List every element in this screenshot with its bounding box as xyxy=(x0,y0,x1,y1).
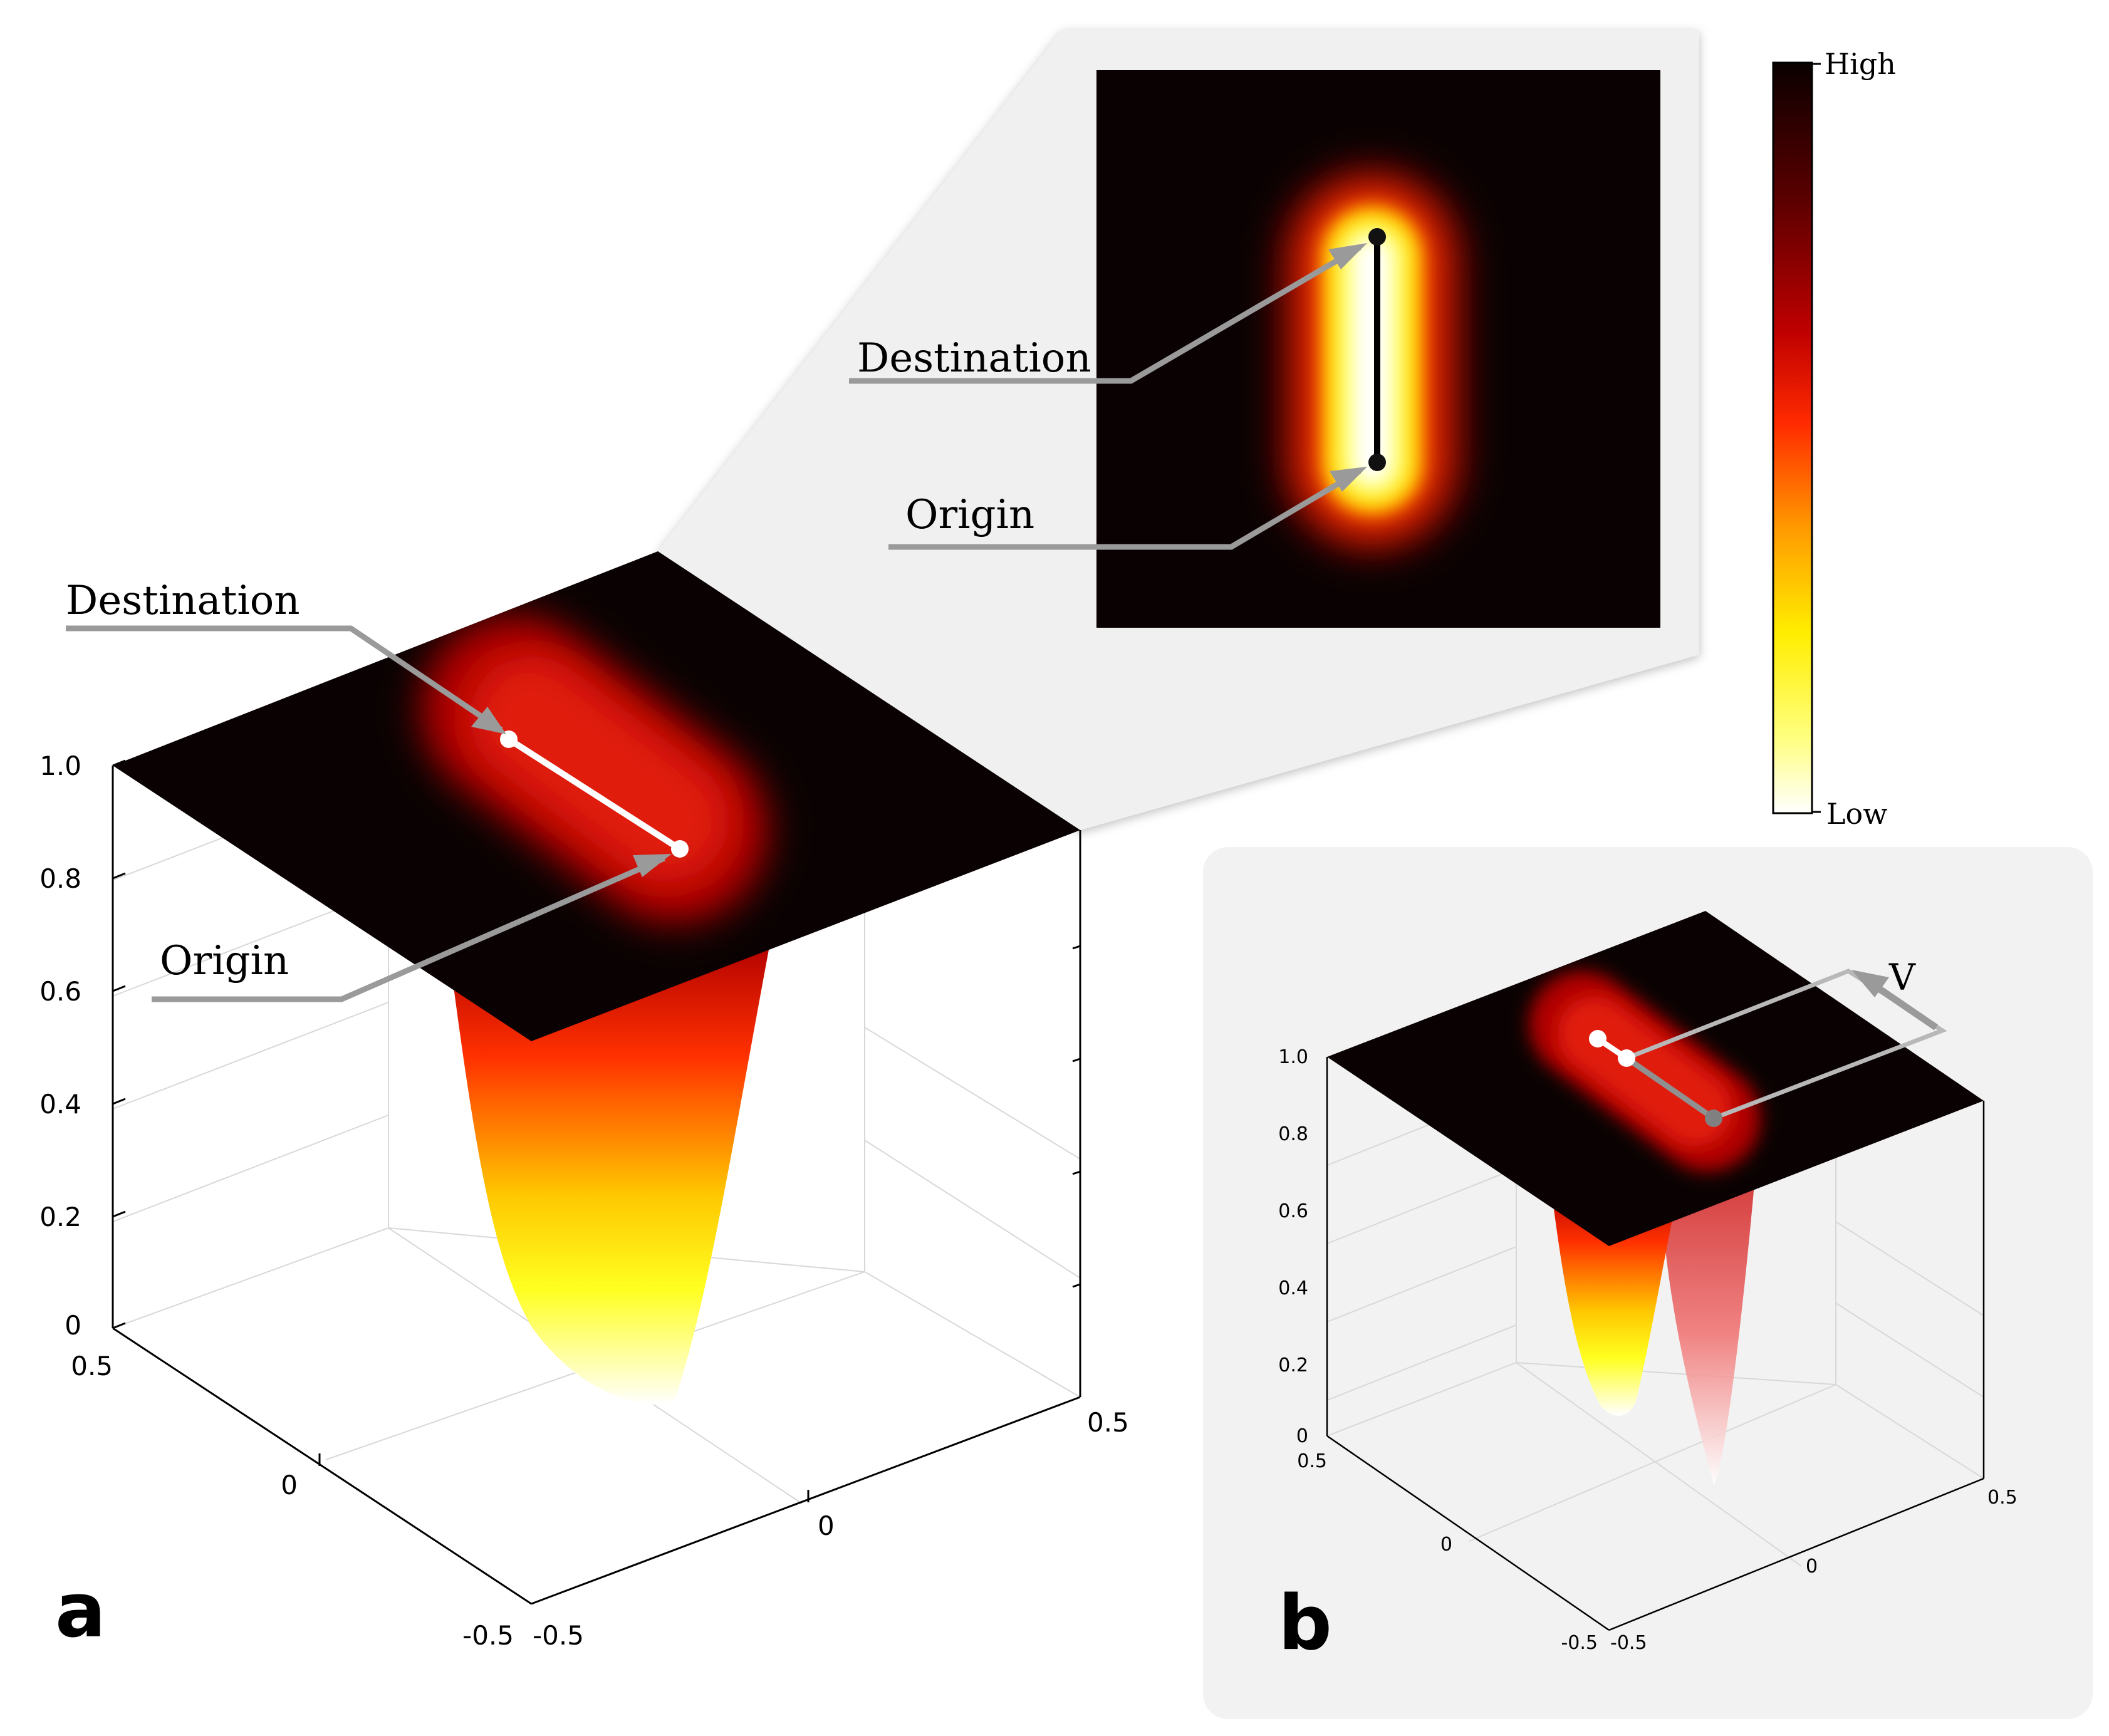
panel-a-z-tick-marks xyxy=(112,759,1081,1502)
inset-origin-label: Origin xyxy=(905,492,1034,538)
panel-a-potential-well xyxy=(451,940,771,1405)
panel-a-z-tick: 0 xyxy=(65,1310,81,1341)
panel-b-potential-well xyxy=(1554,1184,1679,1416)
panel-b-z-tick: 1.0 xyxy=(1278,1046,1308,1068)
panel-a-x-tick: 0.5 xyxy=(71,1351,113,1381)
panel-a-label: a xyxy=(55,1567,106,1655)
colorbar-low-label: Low xyxy=(1826,797,1888,831)
panel-b-y-tick-labels: -0.5 0 0.5 xyxy=(1610,1487,2018,1654)
panel-a-destination-point xyxy=(500,730,518,748)
panel-b-y-tick: 0 xyxy=(1806,1556,1818,1577)
panel-b-z-tick: 0.4 xyxy=(1278,1277,1308,1299)
panel-b-axes xyxy=(1326,1089,1984,1567)
panel-b-z-tick: 0.8 xyxy=(1278,1123,1308,1145)
inset-destination-label: Destination xyxy=(857,335,1091,382)
panel-b-label: b xyxy=(1278,1580,1332,1667)
panel-a-y-tick: 0 xyxy=(818,1510,835,1541)
panel-a-x-tick: -0.5 xyxy=(462,1620,514,1651)
panel-a-x-tick: 0 xyxy=(281,1470,298,1500)
panel-a-y-tick: 0.5 xyxy=(1087,1407,1129,1438)
panel-a-z-tick: 0.4 xyxy=(39,1089,81,1120)
inset-origin-point xyxy=(1368,454,1386,471)
panel-b-destination-point xyxy=(1589,1030,1606,1047)
panel-b-z-tick: 0 xyxy=(1296,1425,1308,1447)
colorbar: High Low xyxy=(1772,47,1896,831)
panel-b-x-tick: 0 xyxy=(1440,1534,1452,1556)
panel-a-z-tick-labels: 1.0 0.8 0.6 0.4 0.2 0 xyxy=(39,751,81,1341)
panel-b-velocity-arrow: V xyxy=(1851,956,1939,1031)
panel-b-y-tick: 0.5 xyxy=(1987,1487,2018,1509)
panel-b-y-tick: -0.5 xyxy=(1610,1632,1647,1654)
panel-b-axis-lines xyxy=(1326,1057,1985,1631)
inset-destination-point xyxy=(1368,228,1386,246)
panel-b-z-tick: 0.2 xyxy=(1278,1354,1308,1376)
panel-a-destination-label: Destination xyxy=(66,578,300,624)
panel-b-x-tick-labels: 0.5 0 -0.5 xyxy=(1297,1450,1598,1654)
panel-b-origin-point xyxy=(1618,1049,1635,1067)
inset-origin-callout: Origin xyxy=(888,467,1367,550)
panel-a-origin-callout: Origin xyxy=(152,854,672,1002)
inset-destination-callout: Destination xyxy=(849,243,1367,384)
panel-b-velocity-label: V xyxy=(1888,956,1916,999)
inset-heatmap xyxy=(1096,70,1660,628)
panel-a-destination-callout: Destination xyxy=(66,578,506,734)
panel-a-axis-lines xyxy=(112,766,1081,1605)
panel-a-z-tick: 0.6 xyxy=(39,976,81,1007)
panel-a-z-tick: 0.2 xyxy=(39,1202,81,1232)
panel-a-x-tick-labels: 0.5 0 -0.5 xyxy=(71,1351,514,1651)
panel-a-origin-point xyxy=(671,840,689,858)
colorbar-high-label: High xyxy=(1825,47,1896,81)
panel-b-potential-well-ghost xyxy=(1660,1184,1754,1485)
panel-a-z-tick: 0.8 xyxy=(39,863,81,894)
panel-b-shifted-path xyxy=(1625,1056,1716,1121)
panel-a-z-tick: 1.0 xyxy=(39,751,81,781)
panel-a-path xyxy=(507,736,682,852)
panel-b-shifted-origin-point xyxy=(1705,1110,1722,1127)
panel-a-y-tick: -0.5 xyxy=(533,1620,584,1651)
panel-b-z-tick: 0.6 xyxy=(1278,1200,1308,1222)
panel-b-x-tick: -0.5 xyxy=(1561,1632,1598,1654)
panel-a-origin-label: Origin xyxy=(160,938,289,984)
panel-b-z-tick-labels: 1.0 0.8 0.6 0.4 0.2 0 xyxy=(1278,1046,1308,1447)
panel-b-x-tick: 0.5 xyxy=(1297,1450,1327,1472)
panel-a-y-tick-labels: -0.5 0 0.5 xyxy=(533,1407,1129,1651)
